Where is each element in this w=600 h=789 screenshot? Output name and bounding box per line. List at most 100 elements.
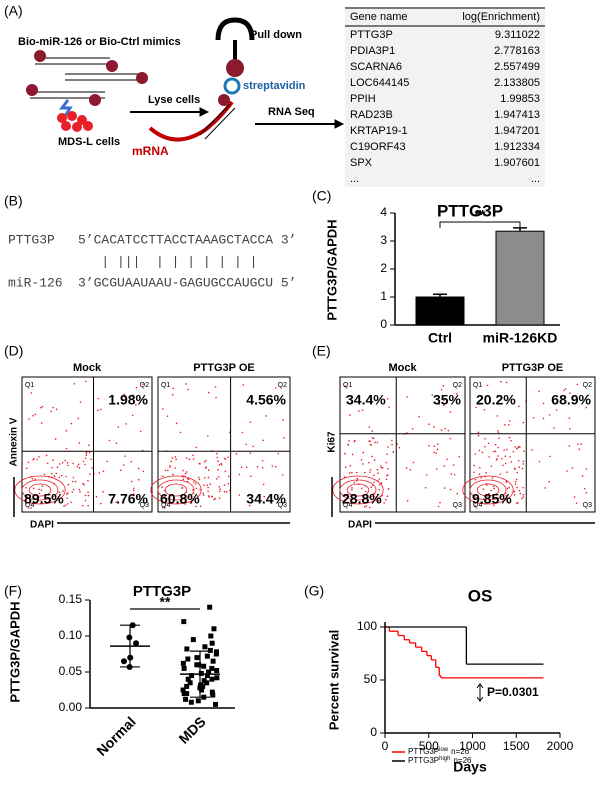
event-dot (378, 478, 381, 480)
quadrant-percent: 68.9% (551, 392, 591, 408)
event-dot (32, 414, 34, 417)
event-dot (516, 447, 518, 450)
event-dot (577, 443, 579, 446)
event-dot (496, 415, 499, 417)
event-dot (500, 380, 502, 383)
event-dot (217, 468, 219, 471)
event-dot (418, 415, 420, 418)
event-dot (65, 493, 68, 495)
y-tick-label: 0.00 (59, 700, 83, 714)
event-dot (67, 483, 70, 486)
y-tick-label: 100 (357, 619, 377, 633)
event-dot (277, 452, 280, 455)
event-dot (135, 404, 137, 406)
event-dot (203, 461, 206, 463)
event-dot (265, 415, 268, 417)
event-dot (97, 409, 99, 412)
table-cell: C19ORF43 (350, 141, 406, 153)
event-dot (360, 487, 363, 490)
event-dot (428, 444, 430, 447)
event-dot (370, 444, 372, 446)
event-dot (122, 464, 125, 466)
event-dot (385, 478, 388, 481)
significance: ** (475, 207, 486, 223)
event-dot (70, 501, 72, 504)
event-dot (406, 500, 409, 502)
event-dot (85, 454, 88, 457)
event-dot (508, 436, 511, 439)
event-dot (363, 506, 366, 508)
event-dot (349, 414, 351, 416)
event-dot (89, 473, 91, 475)
event-dot (41, 485, 44, 488)
event-dot (506, 448, 508, 451)
event-dot (506, 471, 508, 473)
event-dot (376, 469, 379, 471)
event-dot (100, 502, 102, 505)
event-dot (67, 464, 69, 467)
event-dot (174, 467, 176, 469)
event-dot (518, 445, 520, 448)
quadrant-percent: 20.2% (476, 392, 516, 408)
event-dot (409, 469, 412, 471)
data-point (181, 619, 187, 625)
event-dot (494, 443, 497, 446)
data-point (181, 665, 187, 671)
x-tick-label: 2000 (547, 739, 574, 753)
event-dot (60, 474, 63, 477)
event-dot (573, 496, 576, 498)
event-dot (131, 414, 134, 417)
quadrant-name: Q4 (343, 502, 352, 509)
event-dot (135, 386, 138, 389)
event-dot (215, 396, 217, 399)
event-dot (438, 403, 441, 405)
event-dot (387, 446, 389, 448)
event-dot (261, 459, 264, 462)
plot-title: PTTG3P OE (193, 362, 255, 374)
event-dot (186, 477, 189, 480)
event-dot (79, 490, 81, 493)
event-dot (30, 506, 32, 509)
event-dot (386, 453, 388, 456)
event-dot (223, 490, 226, 493)
event-dot (41, 405, 44, 408)
event-dot (388, 406, 390, 408)
event-dot (442, 384, 445, 387)
event-dot (88, 444, 90, 446)
contour (164, 483, 188, 497)
event-dot (123, 395, 126, 398)
event-dot (380, 465, 382, 467)
y-tick-label: 0.15 (59, 592, 83, 606)
event-dot (54, 438, 57, 440)
event-dot (65, 447, 68, 450)
event-dot (517, 405, 520, 408)
x-tick-label: miR-126KD (483, 330, 558, 346)
quadrant-name: Q2 (140, 382, 149, 389)
event-dot (43, 497, 46, 500)
contour (14, 475, 66, 505)
data-point (214, 675, 220, 681)
error-bar (513, 227, 527, 232)
table-cell: 1.947201 (494, 125, 540, 137)
event-dot (521, 467, 524, 470)
event-dot (486, 484, 488, 486)
quadrant-name: Q3 (453, 502, 462, 509)
event-dot (365, 505, 368, 507)
event-dot (508, 420, 511, 422)
event-dot (437, 505, 440, 508)
event-dot (262, 439, 264, 442)
event-dot (185, 383, 188, 385)
event-dot (493, 487, 495, 490)
event-dot (501, 457, 503, 460)
table-cell: 9.311022 (495, 29, 540, 41)
event-dot (344, 452, 346, 455)
event-dot (504, 462, 507, 465)
event-dot (55, 408, 58, 411)
event-dot (443, 465, 446, 467)
event-dot (207, 476, 210, 479)
event-dot (538, 460, 541, 463)
event-dot (378, 488, 381, 491)
event-dot (40, 489, 43, 491)
data-point (202, 644, 208, 650)
event-dot (84, 380, 87, 383)
